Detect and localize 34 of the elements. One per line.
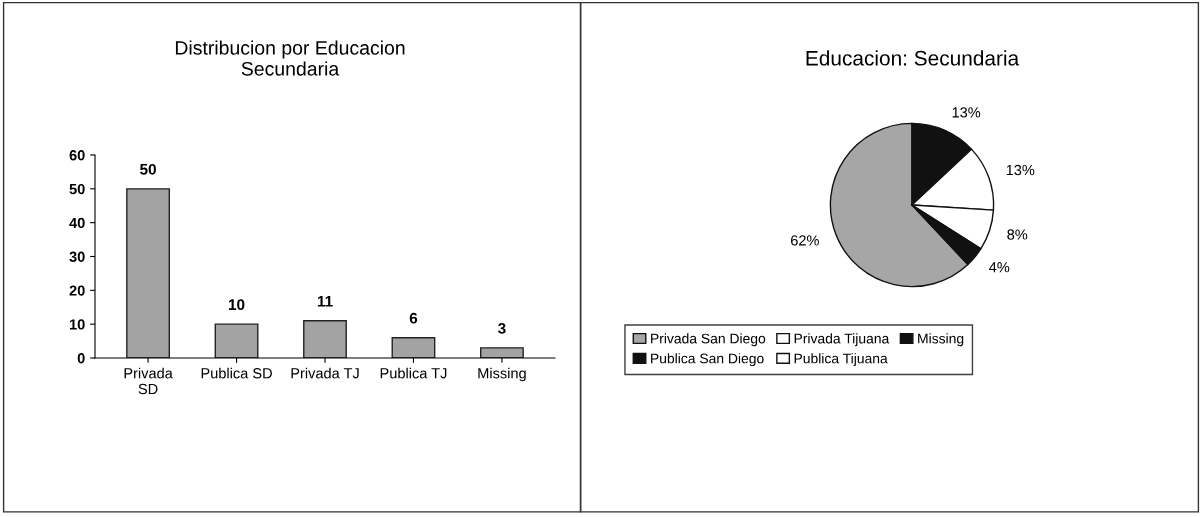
bar [214, 323, 259, 358]
data-label: 50 [140, 163, 156, 175]
bar [479, 347, 524, 358]
legend-label: Publica Tijuana [794, 353, 888, 367]
legend-label: Privada San Diego [651, 333, 766, 347]
legend-label: Privada Tijuana [794, 333, 890, 347]
x-tick-label: Publica SD [201, 367, 272, 379]
y-tick-label: 20 [69, 285, 85, 296]
y-tick-label: 40 [69, 217, 85, 229]
legend-label: Missing [918, 333, 964, 347]
y-tick-label: 50 [69, 183, 85, 195]
bar [303, 320, 347, 358]
data-label: 3 [498, 322, 506, 334]
y-tick-label: 0 [77, 353, 85, 364]
data-label: 4% [989, 262, 1010, 273]
legend-label: Publica San Diego [651, 353, 764, 367]
data-label: 13% [952, 107, 981, 118]
chart-title: Educacion: Secundaria [806, 50, 1020, 66]
x-tick-label: Missing [478, 367, 526, 382]
y-tick-label: 10 [69, 319, 85, 330]
data-label: 8% [1007, 229, 1028, 240]
data-label: 11 [317, 295, 333, 307]
chart-title: Distribucion por Educacion Secundaria [175, 40, 405, 76]
data-label: 10 [229, 299, 245, 311]
bar [391, 337, 436, 358]
bar [126, 188, 171, 358]
y-tick-label: 60 [69, 150, 85, 161]
x-tick-label: Privada TJ [291, 367, 359, 379]
data-label: 6 [409, 312, 418, 324]
x-tick-label: Privada SD [124, 367, 173, 395]
data-label: 62% [790, 235, 819, 246]
y-tick-label: 30 [69, 251, 85, 262]
x-tick-label: Publica TJ [380, 367, 447, 379]
data-label: 13% [1006, 164, 1035, 176]
